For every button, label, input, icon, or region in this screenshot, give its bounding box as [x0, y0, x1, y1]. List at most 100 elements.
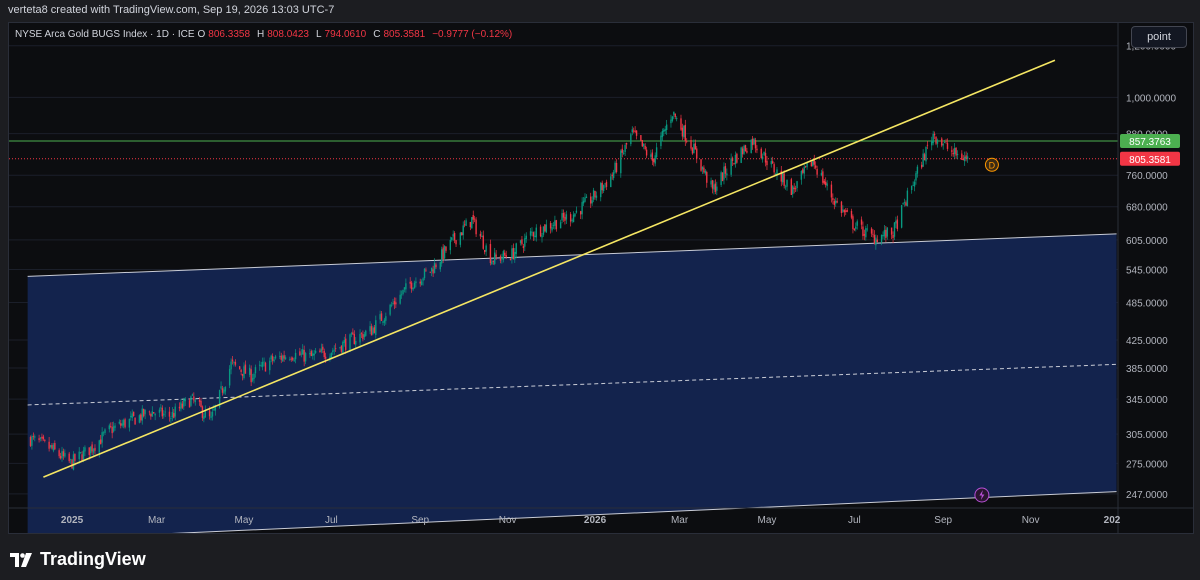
high-value: 808.0423 [267, 29, 309, 40]
trendline [43, 59, 1056, 478]
candle-up [631, 129, 633, 133]
candle-down [370, 326, 373, 336]
candle-down [965, 155, 967, 159]
candle-down [862, 226, 864, 237]
candle-down [58, 450, 60, 457]
price-tick-label: 680.0000 [1126, 203, 1168, 214]
candle-down [653, 158, 655, 163]
candle-down [208, 410, 211, 417]
candle-down [509, 258, 512, 261]
candle-up [942, 144, 944, 146]
candle-up [740, 147, 742, 163]
candle-up [835, 200, 837, 204]
candle-up [591, 200, 593, 204]
candle-down [923, 154, 926, 161]
candle-down [110, 426, 112, 427]
candle-up [190, 396, 192, 406]
candle-down [724, 166, 727, 174]
candle-up [624, 145, 626, 152]
candle-down [714, 183, 717, 192]
candle-up [602, 185, 605, 191]
candle-down [615, 162, 618, 172]
price-chart[interactable]: 1,200.00001,000.0000880.0000760.0000680.… [9, 23, 1193, 533]
candle-up [782, 172, 784, 183]
candle-down [238, 366, 241, 370]
candle-down [442, 247, 444, 260]
candle-up [584, 197, 586, 202]
candle-up [953, 147, 956, 155]
candle-up [481, 236, 483, 238]
candle-down [611, 174, 613, 177]
candle-up [284, 357, 287, 360]
candle-up [228, 368, 231, 386]
candle-down [845, 210, 847, 212]
candle-up [786, 179, 788, 187]
candle-up [561, 213, 563, 221]
candle-up [309, 353, 311, 355]
candle-down [91, 444, 93, 452]
candle-down [863, 234, 866, 236]
candle-down [590, 196, 592, 204]
current-price-label: 805.3581 [1129, 155, 1171, 166]
candle-up [363, 334, 366, 338]
candle-down [181, 403, 184, 408]
candle-up [581, 202, 583, 215]
candle-down [703, 167, 705, 173]
candle-up [293, 359, 295, 361]
candle-up [154, 413, 156, 416]
candle-up [151, 411, 153, 417]
candle-up [270, 355, 272, 360]
channel-lower-line [171, 491, 1117, 533]
candle-up [895, 220, 897, 224]
candle-down [539, 226, 542, 237]
candle-up [792, 186, 794, 195]
candle-up [524, 238, 526, 247]
candle-up [770, 161, 772, 165]
candle-down [635, 130, 638, 136]
candle-down [51, 445, 53, 449]
candle-up [716, 186, 718, 191]
candle-up [114, 425, 116, 428]
price-axis: 1,200.00001,000.0000880.0000760.0000680.… [1126, 42, 1176, 501]
candle-up [160, 407, 162, 409]
candle-up [855, 226, 857, 229]
candle-down [823, 180, 825, 184]
candle-up [704, 170, 707, 174]
candle-up [210, 416, 212, 418]
tradingview-logo[interactable]: TradingView [10, 549, 146, 570]
candle-down [836, 201, 838, 203]
candle-up [465, 220, 467, 226]
candle-down [178, 406, 181, 409]
candle-down [816, 168, 818, 175]
candle-up [300, 353, 302, 355]
candle-up [64, 452, 66, 457]
candle-up [931, 141, 933, 146]
scale-mode-button[interactable]: point [1131, 26, 1187, 48]
candle-down [605, 181, 608, 187]
regression-channel [27, 233, 1117, 533]
candle-down [790, 179, 793, 195]
candle-down [601, 182, 603, 191]
candle-up [664, 129, 666, 131]
candle-down [42, 436, 45, 440]
candle-up [302, 349, 304, 355]
candle-down [736, 153, 738, 163]
candle-up [866, 228, 868, 230]
tradingview-logo-icon [10, 552, 32, 567]
candle-up [72, 454, 75, 470]
candle-up [529, 231, 532, 236]
candle-up [654, 155, 656, 164]
candle-up [710, 180, 712, 185]
candle-down [410, 282, 413, 290]
candle-up [842, 209, 844, 212]
candle-down [813, 158, 815, 165]
candle-down [150, 414, 152, 417]
candle-down [830, 184, 833, 198]
candle-up [184, 398, 186, 402]
chart-frame[interactable]: 1,200.00001,000.0000880.0000760.0000680.… [8, 22, 1194, 534]
candle-up [913, 181, 916, 187]
candle-down [751, 138, 754, 146]
candle-down [68, 453, 70, 462]
candle-down [544, 224, 546, 232]
candle-up [412, 287, 414, 290]
